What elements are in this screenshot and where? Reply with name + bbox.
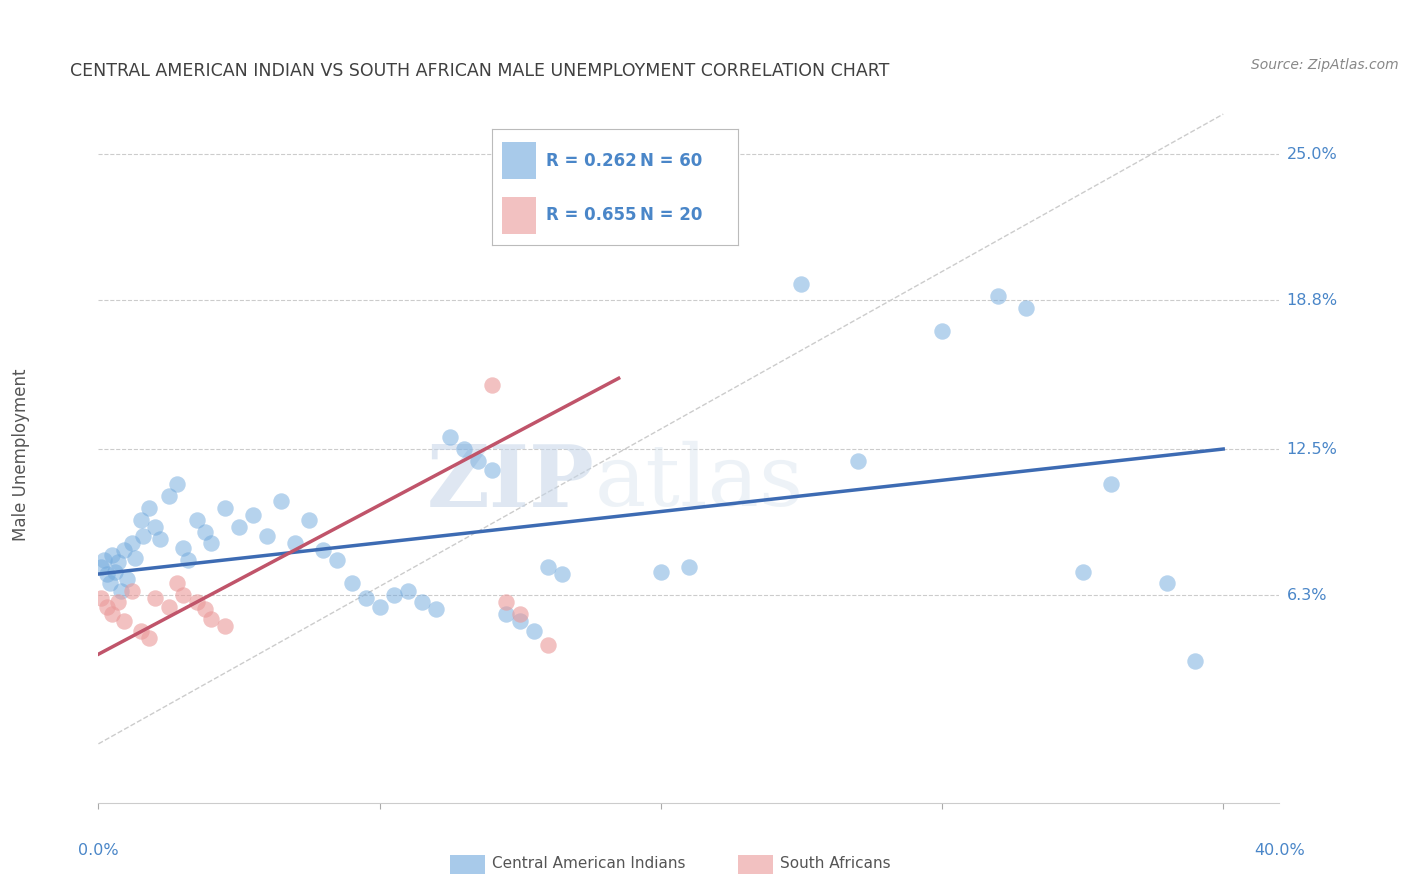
- Point: [104, 565, 127, 579]
- Point: [931, 324, 953, 338]
- Point: [124, 550, 146, 565]
- Text: Central American Indians: Central American Indians: [492, 856, 686, 871]
- Point: [132, 529, 155, 543]
- Point: [96, 567, 118, 582]
- Point: [172, 588, 194, 602]
- Point: [214, 500, 236, 515]
- FancyBboxPatch shape: [502, 196, 537, 234]
- Point: [382, 588, 405, 602]
- Text: R = 0.655: R = 0.655: [546, 206, 637, 224]
- Point: [284, 536, 307, 550]
- Point: [149, 532, 172, 546]
- Point: [157, 600, 180, 615]
- Point: [90, 591, 112, 605]
- Point: [112, 543, 135, 558]
- Point: [678, 560, 700, 574]
- Point: [312, 543, 335, 558]
- Point: [186, 595, 208, 609]
- Point: [166, 477, 188, 491]
- Point: [121, 536, 143, 550]
- Text: Male Unemployment: Male Unemployment: [13, 368, 30, 541]
- Text: R = 0.262: R = 0.262: [546, 152, 637, 169]
- Point: [396, 583, 419, 598]
- Point: [1156, 576, 1178, 591]
- Point: [194, 524, 217, 539]
- Point: [177, 553, 200, 567]
- Text: ZIP: ZIP: [426, 441, 595, 524]
- Text: 6.3%: 6.3%: [1286, 588, 1327, 603]
- Point: [481, 463, 503, 477]
- Text: 0.0%: 0.0%: [79, 843, 118, 858]
- Text: 25.0%: 25.0%: [1286, 146, 1337, 161]
- Point: [129, 624, 152, 638]
- Point: [200, 536, 222, 550]
- Text: atlas: atlas: [595, 442, 804, 524]
- Text: CENTRAL AMERICAN INDIAN VS SOUTH AFRICAN MALE UNEMPLOYMENT CORRELATION CHART: CENTRAL AMERICAN INDIAN VS SOUTH AFRICAN…: [70, 62, 890, 80]
- Point: [537, 560, 560, 574]
- Point: [194, 602, 217, 616]
- Point: [172, 541, 194, 555]
- Point: [256, 529, 278, 543]
- Point: [411, 595, 433, 609]
- Point: [1015, 301, 1038, 315]
- Point: [650, 565, 672, 579]
- Point: [96, 600, 118, 615]
- Point: [107, 555, 129, 569]
- Point: [987, 289, 1010, 303]
- Point: [523, 624, 546, 638]
- Point: [425, 602, 447, 616]
- Point: [242, 508, 264, 522]
- Point: [112, 614, 135, 628]
- Point: [537, 638, 560, 652]
- Point: [354, 591, 377, 605]
- Text: N = 20: N = 20: [640, 206, 702, 224]
- Point: [110, 583, 132, 598]
- Point: [495, 595, 517, 609]
- Point: [551, 567, 574, 582]
- Point: [143, 520, 166, 534]
- Text: South Africans: South Africans: [780, 856, 891, 871]
- Text: 12.5%: 12.5%: [1286, 442, 1337, 457]
- Point: [115, 572, 138, 586]
- Point: [121, 583, 143, 598]
- Point: [98, 576, 121, 591]
- Point: [270, 494, 292, 508]
- Point: [790, 277, 813, 291]
- Point: [214, 619, 236, 633]
- Point: [1071, 565, 1094, 579]
- Point: [298, 513, 321, 527]
- Point: [200, 612, 222, 626]
- Point: [143, 591, 166, 605]
- Text: N = 60: N = 60: [640, 152, 702, 169]
- Point: [138, 500, 160, 515]
- Point: [495, 607, 517, 621]
- Point: [93, 553, 115, 567]
- Point: [166, 576, 188, 591]
- Point: [228, 520, 250, 534]
- Point: [340, 576, 363, 591]
- Point: [368, 600, 391, 615]
- Text: 18.8%: 18.8%: [1286, 293, 1337, 308]
- Point: [186, 513, 208, 527]
- Point: [453, 442, 475, 456]
- Text: 40.0%: 40.0%: [1254, 843, 1305, 858]
- Point: [326, 553, 349, 567]
- Point: [509, 607, 531, 621]
- Point: [107, 595, 129, 609]
- Point: [101, 548, 124, 562]
- Point: [467, 454, 489, 468]
- Point: [509, 614, 531, 628]
- Point: [138, 631, 160, 645]
- FancyBboxPatch shape: [502, 142, 537, 179]
- Point: [129, 513, 152, 527]
- Point: [481, 378, 503, 392]
- Point: [90, 560, 112, 574]
- Point: [1099, 477, 1122, 491]
- Point: [157, 489, 180, 503]
- Point: [1184, 654, 1206, 668]
- Point: [846, 454, 869, 468]
- Point: [101, 607, 124, 621]
- Point: [439, 430, 461, 444]
- Text: Source: ZipAtlas.com: Source: ZipAtlas.com: [1251, 58, 1399, 72]
